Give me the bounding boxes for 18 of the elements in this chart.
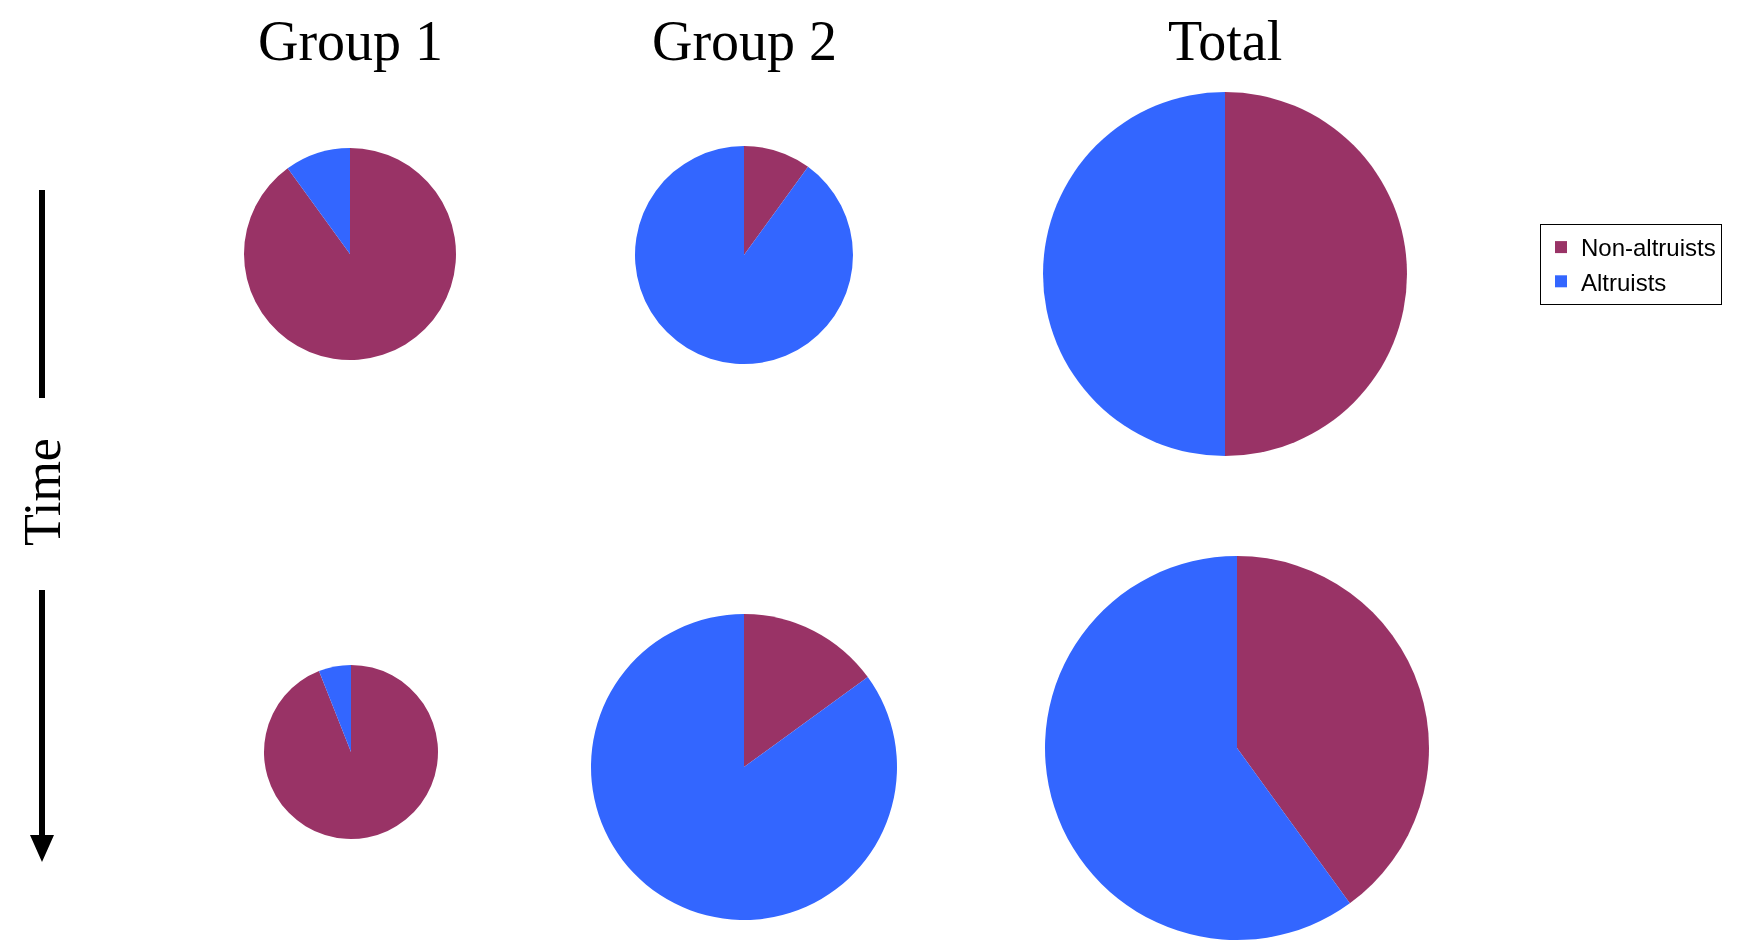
pie-slice: [318, 665, 351, 752]
pie-slice: [1045, 556, 1350, 940]
pie-slice: [1043, 92, 1225, 456]
pie-slice: [744, 614, 868, 767]
pie-slice: [244, 148, 456, 360]
pie-slice: [744, 146, 809, 255]
chart-title: Group 1: [258, 10, 444, 72]
pie-slice: [287, 148, 350, 254]
chart-title: Group 2: [652, 10, 838, 72]
text: Time: [14, 438, 71, 546]
pie-slice: [591, 614, 897, 920]
legend-label: Altruists: [1581, 268, 1667, 296]
pie-slice: [1237, 556, 1429, 904]
pie-slice: [264, 665, 438, 839]
chart-title: Total: [1168, 10, 1283, 72]
pie-slice: [635, 146, 853, 364]
pie-slice: [1225, 92, 1407, 456]
legend-label: Non-altruists: [1581, 234, 1716, 262]
